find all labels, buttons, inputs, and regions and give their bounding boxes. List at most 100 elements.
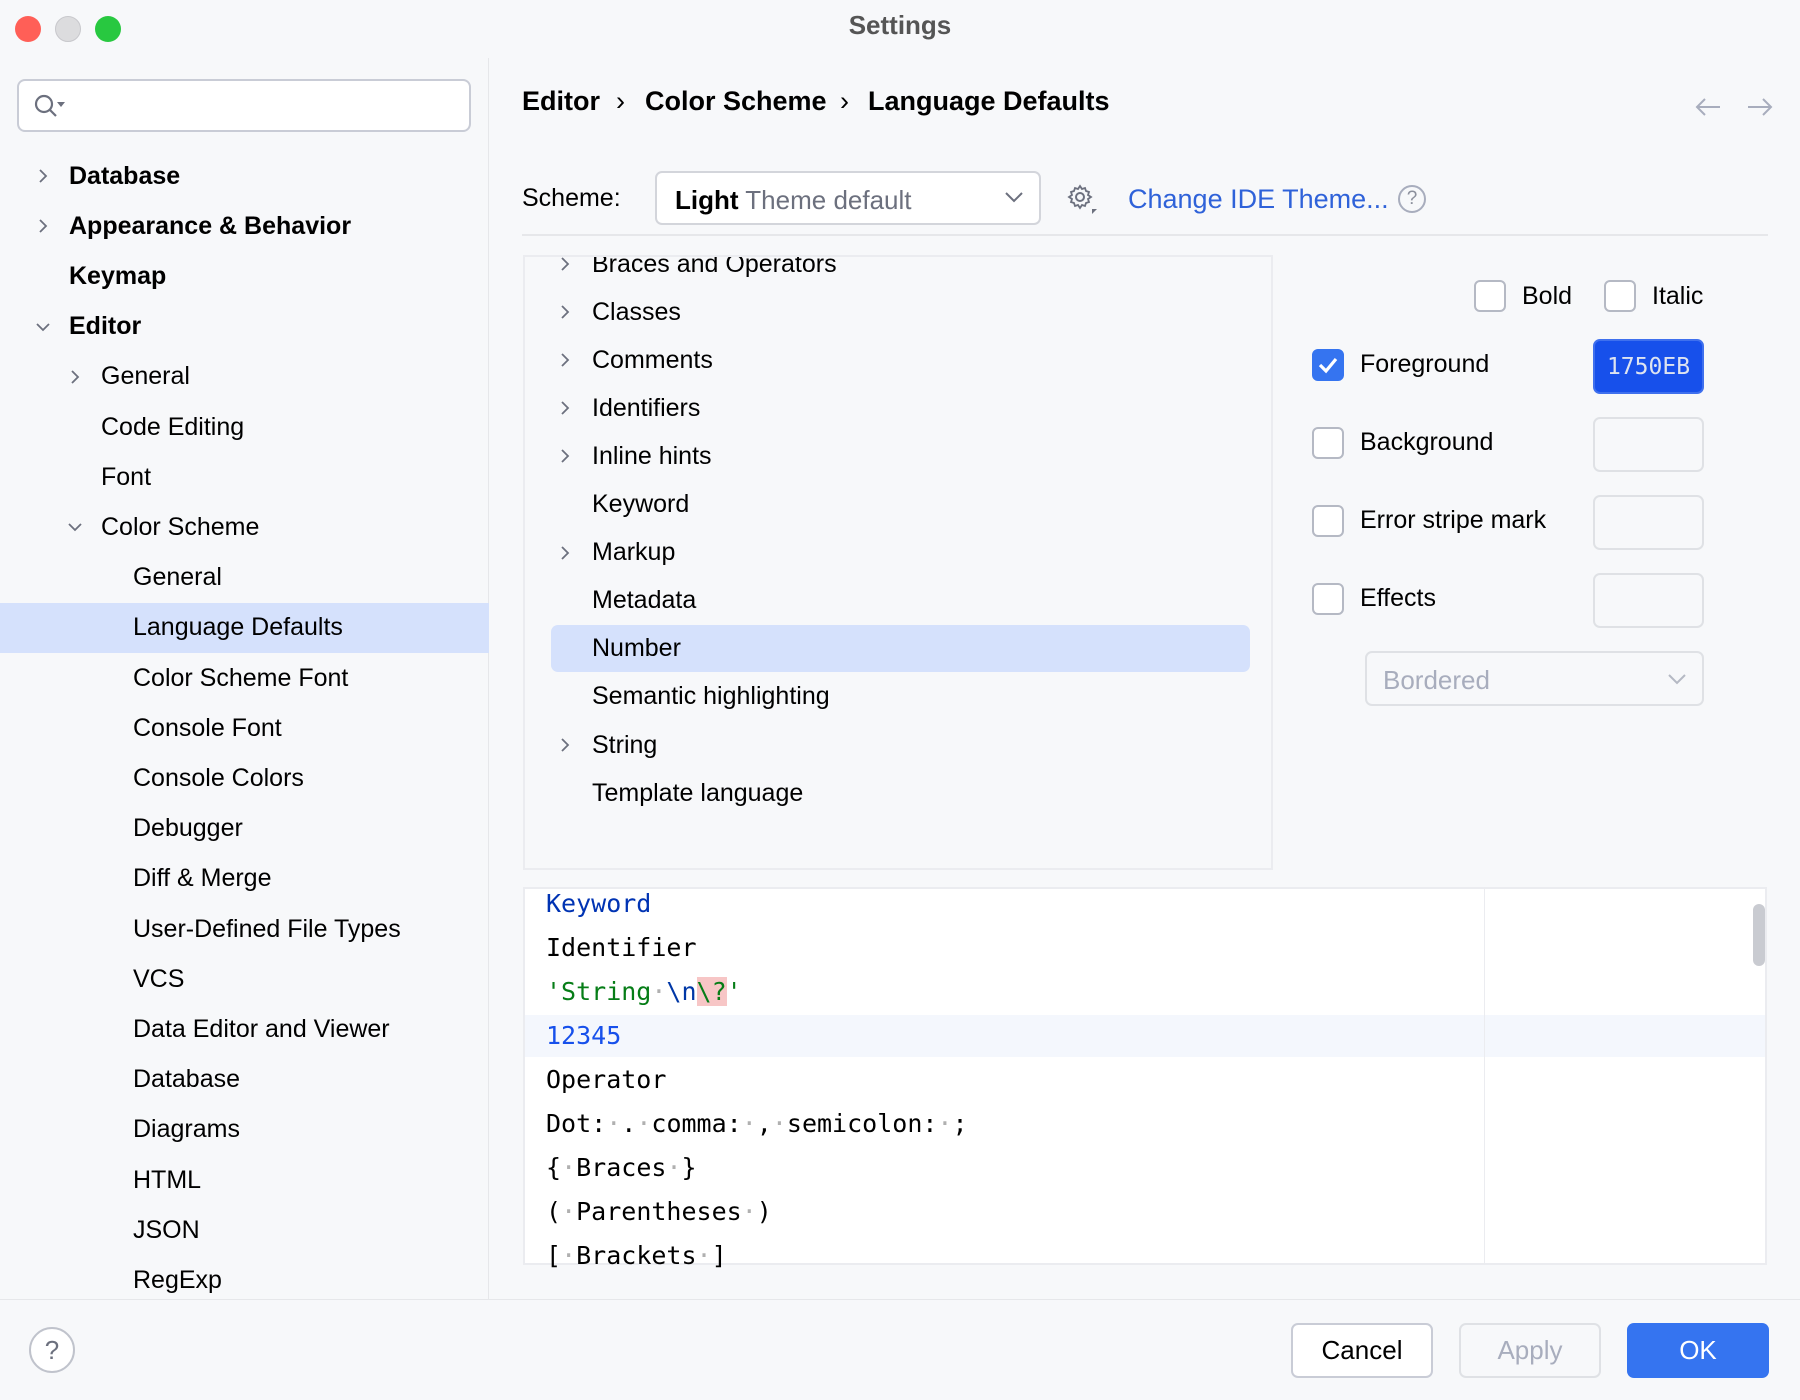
sidebar-item[interactable]: Editor bbox=[0, 302, 489, 352]
sidebar-item[interactable]: RegExp bbox=[0, 1255, 489, 1305]
forward-arrow-icon[interactable] bbox=[1746, 96, 1774, 118]
code-token: ; bbox=[952, 1108, 968, 1138]
tree-node-label: Template language bbox=[592, 778, 804, 807]
tree-node[interactable]: String bbox=[525, 721, 1271, 769]
whitespace-marker: · bbox=[651, 976, 667, 1006]
effects-label: Effects bbox=[1360, 584, 1436, 612]
sidebar-item[interactable]: JSON bbox=[0, 1205, 489, 1255]
sidebar-item[interactable]: General bbox=[0, 553, 489, 603]
sidebar-item[interactable]: Diff & Merge bbox=[0, 854, 489, 904]
sidebar-item[interactable]: Debugger bbox=[0, 804, 489, 854]
sidebar-item-label: JSON bbox=[133, 1215, 200, 1244]
sidebar-item[interactable]: Font bbox=[0, 452, 489, 502]
ok-button[interactable]: OK bbox=[1627, 1323, 1769, 1378]
tree-node-label: Markup bbox=[592, 538, 676, 567]
chevron-down-icon[interactable] bbox=[63, 515, 87, 539]
tree-node-label: Number bbox=[592, 634, 681, 663]
chevron-right-icon[interactable] bbox=[553, 257, 577, 276]
sidebar-item-label: Keymap bbox=[69, 261, 167, 290]
chevron-right-icon[interactable] bbox=[553, 348, 577, 372]
tree-node[interactable]: Semantic highlighting bbox=[525, 673, 1271, 721]
breadcrumb-separator: › bbox=[616, 86, 625, 116]
tree-node[interactable]: Inline hints bbox=[525, 432, 1271, 480]
attribute-tree: Braces and Operators Classes Comments Ident… bbox=[523, 255, 1273, 870]
sidebar-item[interactable]: Diagrams bbox=[0, 1105, 489, 1155]
sidebar-item[interactable]: Console Font bbox=[0, 703, 489, 753]
bold-checkbox[interactable] bbox=[1474, 280, 1506, 312]
chevron-right-icon[interactable] bbox=[553, 541, 577, 565]
whitespace-marker: · bbox=[561, 1196, 577, 1226]
sidebar-item[interactable]: HTML bbox=[0, 1155, 489, 1205]
help-icon[interactable]: ? bbox=[1398, 185, 1426, 213]
effects-color-swatch[interactable] bbox=[1593, 573, 1704, 628]
sidebar-item[interactable]: Code Editing bbox=[0, 402, 489, 452]
foreground-label: Foreground bbox=[1360, 350, 1490, 378]
background-checkbox[interactable] bbox=[1312, 427, 1344, 459]
tree-node[interactable]: Markup bbox=[525, 529, 1271, 577]
change-ide-theme-link[interactable]: Change IDE Theme... bbox=[1128, 184, 1389, 214]
back-arrow-icon[interactable] bbox=[1694, 96, 1722, 118]
sidebar-item[interactable]: Keymap bbox=[0, 251, 489, 301]
sidebar-item[interactable]: General bbox=[0, 352, 489, 402]
tree-node[interactable]: Classes bbox=[525, 288, 1271, 336]
code-token: Brackets bbox=[576, 1240, 697, 1270]
tree-node[interactable]: Comments bbox=[525, 336, 1271, 384]
chevron-right-icon[interactable] bbox=[31, 164, 55, 188]
help-button[interactable]: ? bbox=[29, 1327, 75, 1373]
tree-node[interactable]: Metadata bbox=[525, 577, 1271, 625]
zoom-window-button[interactable] bbox=[95, 16, 121, 42]
close-window-button[interactable] bbox=[15, 16, 41, 42]
cancel-button[interactable]: Cancel bbox=[1291, 1323, 1433, 1378]
chevron-right-icon[interactable] bbox=[31, 214, 55, 238]
error-stripe-checkbox[interactable] bbox=[1312, 505, 1344, 537]
code-preview[interactable] bbox=[523, 887, 1767, 1265]
sidebar-item[interactable]: Appearance & Behavior bbox=[0, 201, 489, 251]
code-token: 12345 bbox=[546, 1020, 622, 1050]
error-stripe-color-swatch[interactable] bbox=[1593, 495, 1704, 550]
footer-divider bbox=[0, 1299, 1800, 1300]
foreground-color-swatch[interactable]: 1750EB bbox=[1593, 339, 1704, 394]
sidebar-item[interactable]: User-Defined File Types bbox=[0, 904, 489, 954]
chevron-right-icon[interactable] bbox=[553, 733, 577, 757]
chevron-down-icon[interactable] bbox=[31, 315, 55, 339]
effects-checkbox[interactable] bbox=[1312, 583, 1344, 615]
tree-node[interactable]: Identifiers bbox=[525, 384, 1271, 432]
tree-node[interactable]: Number bbox=[525, 625, 1271, 673]
breadcrumb-color-scheme[interactable]: Color Scheme bbox=[645, 86, 827, 116]
sidebar-item[interactable]: Database bbox=[0, 1055, 489, 1105]
sidebar-item-label: User-Defined File Types bbox=[133, 914, 401, 943]
minimize-window-button[interactable] bbox=[55, 16, 81, 42]
foreground-checkbox[interactable] bbox=[1312, 349, 1344, 381]
italic-checkbox[interactable] bbox=[1604, 280, 1636, 312]
search-input[interactable] bbox=[17, 79, 471, 132]
sidebar-item[interactable]: Color Scheme Font bbox=[0, 653, 489, 703]
chevron-right-icon[interactable] bbox=[63, 365, 87, 389]
chevron-right-icon[interactable] bbox=[553, 444, 577, 468]
tree-node[interactable]: Braces and Operators bbox=[525, 257, 1271, 288]
sidebar-item-label: General bbox=[101, 362, 190, 391]
chevron-right-icon[interactable] bbox=[553, 300, 577, 324]
sidebar-item[interactable]: Color Scheme bbox=[0, 502, 489, 552]
tree-node[interactable]: Keyword bbox=[525, 481, 1271, 529]
scheme-dropdown[interactable]: Light Theme default bbox=[655, 171, 1041, 225]
sidebar-item[interactable]: Database bbox=[0, 151, 489, 201]
gear-icon[interactable] bbox=[1066, 183, 1098, 215]
chevron-right-icon[interactable] bbox=[553, 396, 577, 420]
background-color-swatch[interactable] bbox=[1593, 417, 1704, 472]
sidebar-item[interactable]: VCS bbox=[0, 954, 489, 1004]
code-token: ) bbox=[756, 1196, 772, 1226]
effect-type-dropdown[interactable]: Bordered bbox=[1365, 651, 1704, 706]
bold-label: Bold bbox=[1522, 282, 1573, 310]
sidebar-item[interactable]: Data Editor and Viewer bbox=[0, 1004, 489, 1054]
whitespace-marker: · bbox=[771, 1108, 787, 1138]
sidebar-item[interactable]: Console Colors bbox=[0, 753, 489, 803]
italic-label: Italic bbox=[1652, 282, 1704, 310]
sidebar-item-label: Debugger bbox=[133, 814, 243, 843]
checkmark-icon bbox=[1318, 357, 1338, 374]
preview-scrollbar[interactable] bbox=[1753, 904, 1765, 966]
sidebar-item[interactable]: Language Defaults bbox=[0, 602, 489, 653]
breadcrumb-editor[interactable]: Editor bbox=[522, 86, 600, 116]
apply-button[interactable]: Apply bbox=[1459, 1323, 1601, 1378]
tree-node[interactable]: Template language bbox=[525, 769, 1271, 817]
code-token: { bbox=[546, 1152, 562, 1182]
